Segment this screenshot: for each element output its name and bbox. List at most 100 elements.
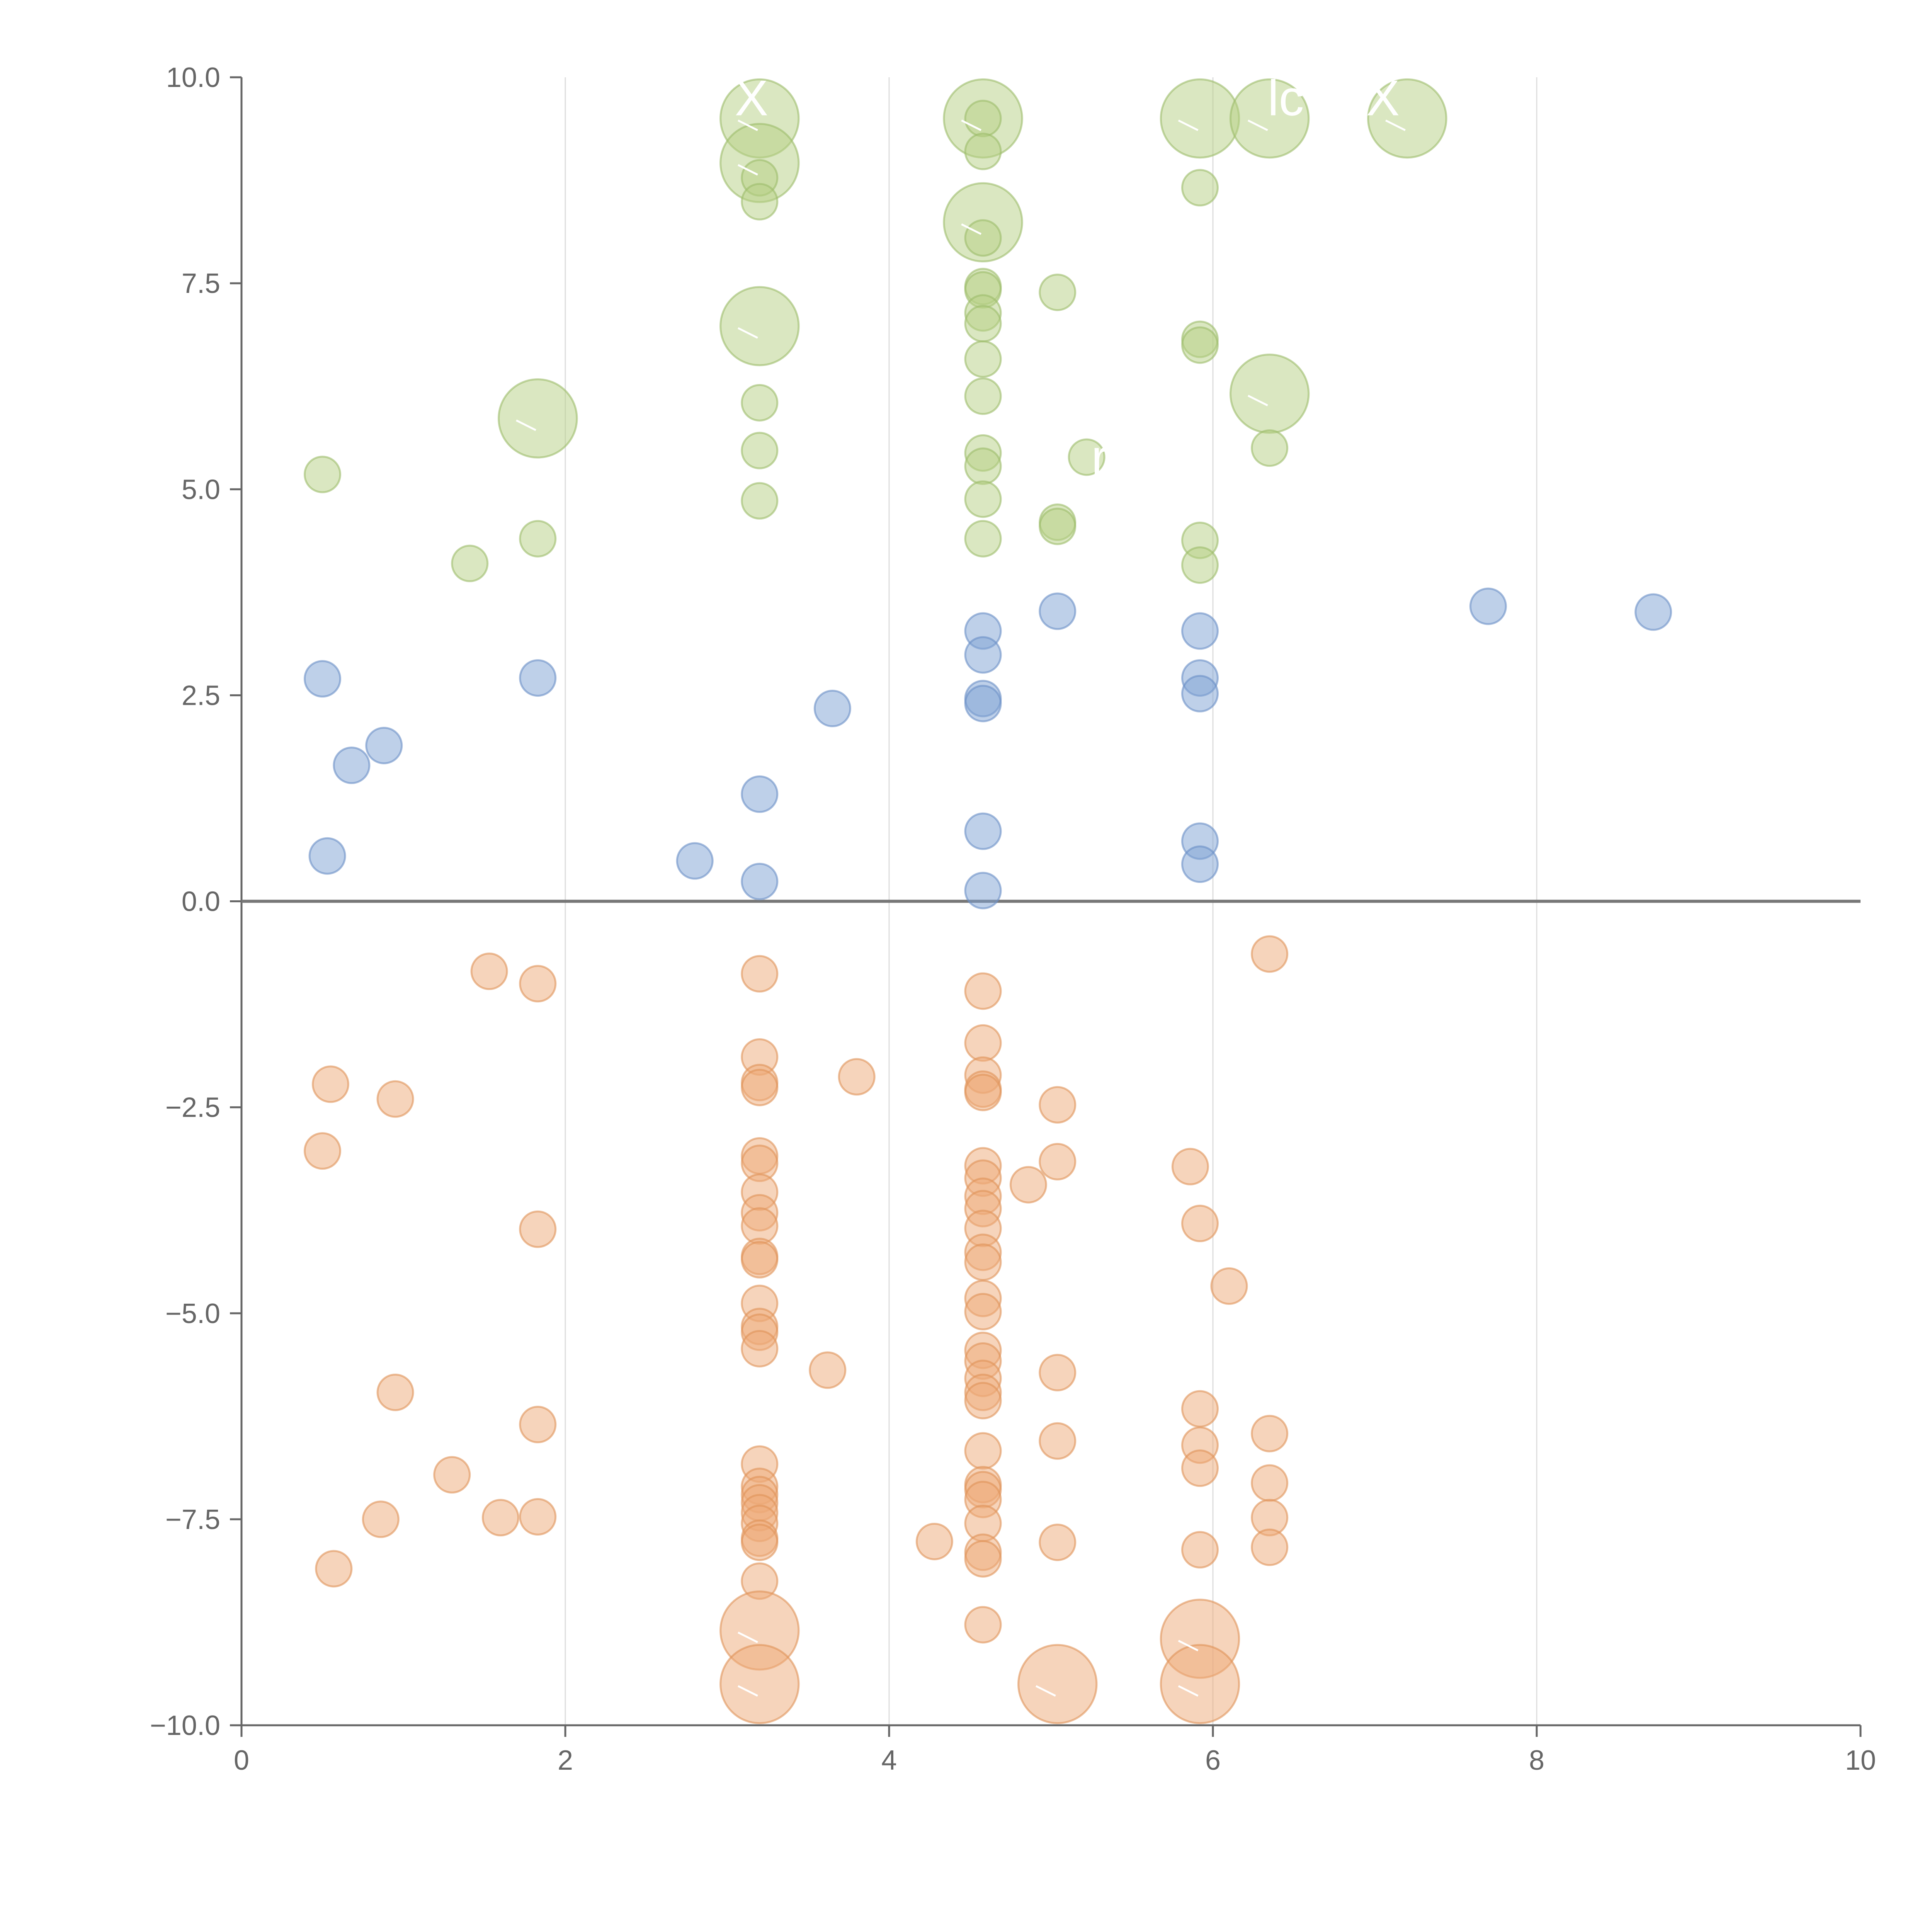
bubble-blue: [1634, 593, 1672, 631]
bubble-orange: [519, 1406, 557, 1444]
bubble-blue: [964, 636, 1002, 674]
bubble-orange: [311, 1065, 349, 1103]
bubble-orange: [362, 1500, 400, 1538]
bubble-orange: [1251, 935, 1289, 973]
bubble-green: [964, 447, 1002, 485]
bubble-blue: [519, 659, 557, 697]
bubble-blue: [308, 837, 346, 875]
bubble-orange: [481, 1499, 519, 1537]
bubble-green: [1181, 169, 1219, 207]
bubble-green: [1068, 438, 1105, 476]
bubble-green: [964, 377, 1002, 415]
bubble-leader-line: [738, 1631, 758, 1643]
bubble-layer: [304, 78, 1672, 1725]
bubble-blue: [1039, 592, 1077, 630]
bubble-orange: [915, 1522, 953, 1560]
bubble-blue: [676, 842, 714, 880]
axes-layer: 10.0 7.5 5.0 2.5 0.0 −2.5 −5.0 −7.5 −10.0 0 2 4 6 8 10: [150, 62, 1876, 1776]
bubble-orange: [1181, 1531, 1219, 1569]
bubble-orange: [1181, 1449, 1219, 1487]
bubble-orange: [1181, 1390, 1219, 1428]
y-tick-label: −2.5: [165, 1092, 220, 1123]
bubble-leader-line: [515, 419, 536, 431]
bubble-blue: [365, 726, 403, 764]
bubble-orange: [741, 1524, 779, 1561]
bubble-leader-line: [1247, 119, 1268, 131]
bubble-green: [719, 286, 800, 366]
bubble-orange: [519, 965, 557, 1003]
bubble-green: [1160, 78, 1240, 159]
bubble-blue: [741, 862, 779, 900]
bubble-blue: [1181, 845, 1219, 883]
bubble-blue: [333, 747, 371, 784]
bubble-green: [741, 183, 779, 221]
bubble-blue: [304, 660, 341, 698]
bubble-orange: [1171, 1148, 1209, 1185]
bubble-green: [964, 340, 1002, 378]
bubble-blue: [813, 689, 851, 727]
bubble-orange: [1181, 1204, 1219, 1242]
bubble-green: [741, 432, 779, 469]
bubble-orange: [741, 1068, 779, 1106]
bubble-green: [1039, 274, 1077, 311]
bubble-blue: [964, 812, 1002, 850]
y-tick-label: 5.0: [182, 474, 220, 505]
bubble-orange: [964, 1432, 1002, 1470]
bubble-orange: [964, 1024, 1002, 1062]
bubble-orange: [470, 952, 508, 990]
bubble-green: [964, 219, 1002, 257]
bubble-orange: [1251, 1464, 1289, 1502]
bubble-orange: [964, 1073, 1002, 1111]
bubble-orange: [1039, 1524, 1077, 1561]
bubble-orange: [964, 1540, 1002, 1578]
bubble-blue: [964, 685, 1002, 723]
bubble-leader-line: [961, 119, 982, 131]
bubble-green: [741, 482, 779, 520]
bubble-green: [498, 378, 578, 459]
bubble-orange: [1039, 1354, 1077, 1391]
bubble-leader-line: [1178, 1685, 1199, 1697]
x-tick-label: 4: [881, 1745, 897, 1776]
bubble-leader-line: [738, 1685, 758, 1697]
bubble-orange: [1039, 1143, 1077, 1180]
bubble-orange: [964, 972, 1002, 1010]
y-tick-label: 10.0: [166, 62, 220, 93]
x-tick-label: 10: [1845, 1745, 1876, 1776]
x-tick-label: 6: [1205, 1745, 1221, 1776]
x-tick-label: 2: [558, 1745, 573, 1776]
bubble-orange: [741, 1330, 779, 1367]
bubble-green: [741, 384, 779, 422]
bubble-orange: [964, 1382, 1002, 1420]
bubble-orange: [315, 1550, 353, 1588]
bubble-orange: [376, 1373, 414, 1411]
y-tick-label: −5.0: [165, 1298, 220, 1329]
bubble-green: [964, 520, 1002, 558]
y-tick-label: −10.0: [150, 1710, 220, 1741]
bubble-orange: [1039, 1086, 1077, 1124]
bubble-orange: [1009, 1166, 1047, 1204]
bubble-orange: [1039, 1422, 1077, 1460]
bubble-green: [1181, 546, 1219, 584]
bubble-green: [304, 456, 341, 493]
y-tick-label: −7.5: [165, 1504, 220, 1535]
bubble-orange: [519, 1210, 557, 1248]
bubble-orange: [1160, 1644, 1240, 1725]
bubble-orange: [433, 1456, 471, 1494]
bubble-blue: [741, 775, 779, 813]
bubble-green: [964, 305, 1002, 343]
bubble-green: [964, 480, 1002, 518]
bubble-orange: [964, 1243, 1002, 1281]
bubble-orange: [376, 1080, 414, 1118]
x-tick-label: 0: [234, 1745, 249, 1776]
bubble-orange: [519, 1498, 557, 1536]
bubble-annotation: lc: [1268, 70, 1304, 126]
bubble-orange: [304, 1132, 341, 1170]
y-tick-label: 7.5: [182, 268, 220, 299]
bubble-green: [1181, 326, 1219, 364]
bubble-green: [964, 133, 1002, 170]
bubble-annotation: r: [1091, 429, 1108, 485]
bubble-leader-line: [961, 223, 982, 235]
bubble-leader-line: [1178, 119, 1199, 131]
